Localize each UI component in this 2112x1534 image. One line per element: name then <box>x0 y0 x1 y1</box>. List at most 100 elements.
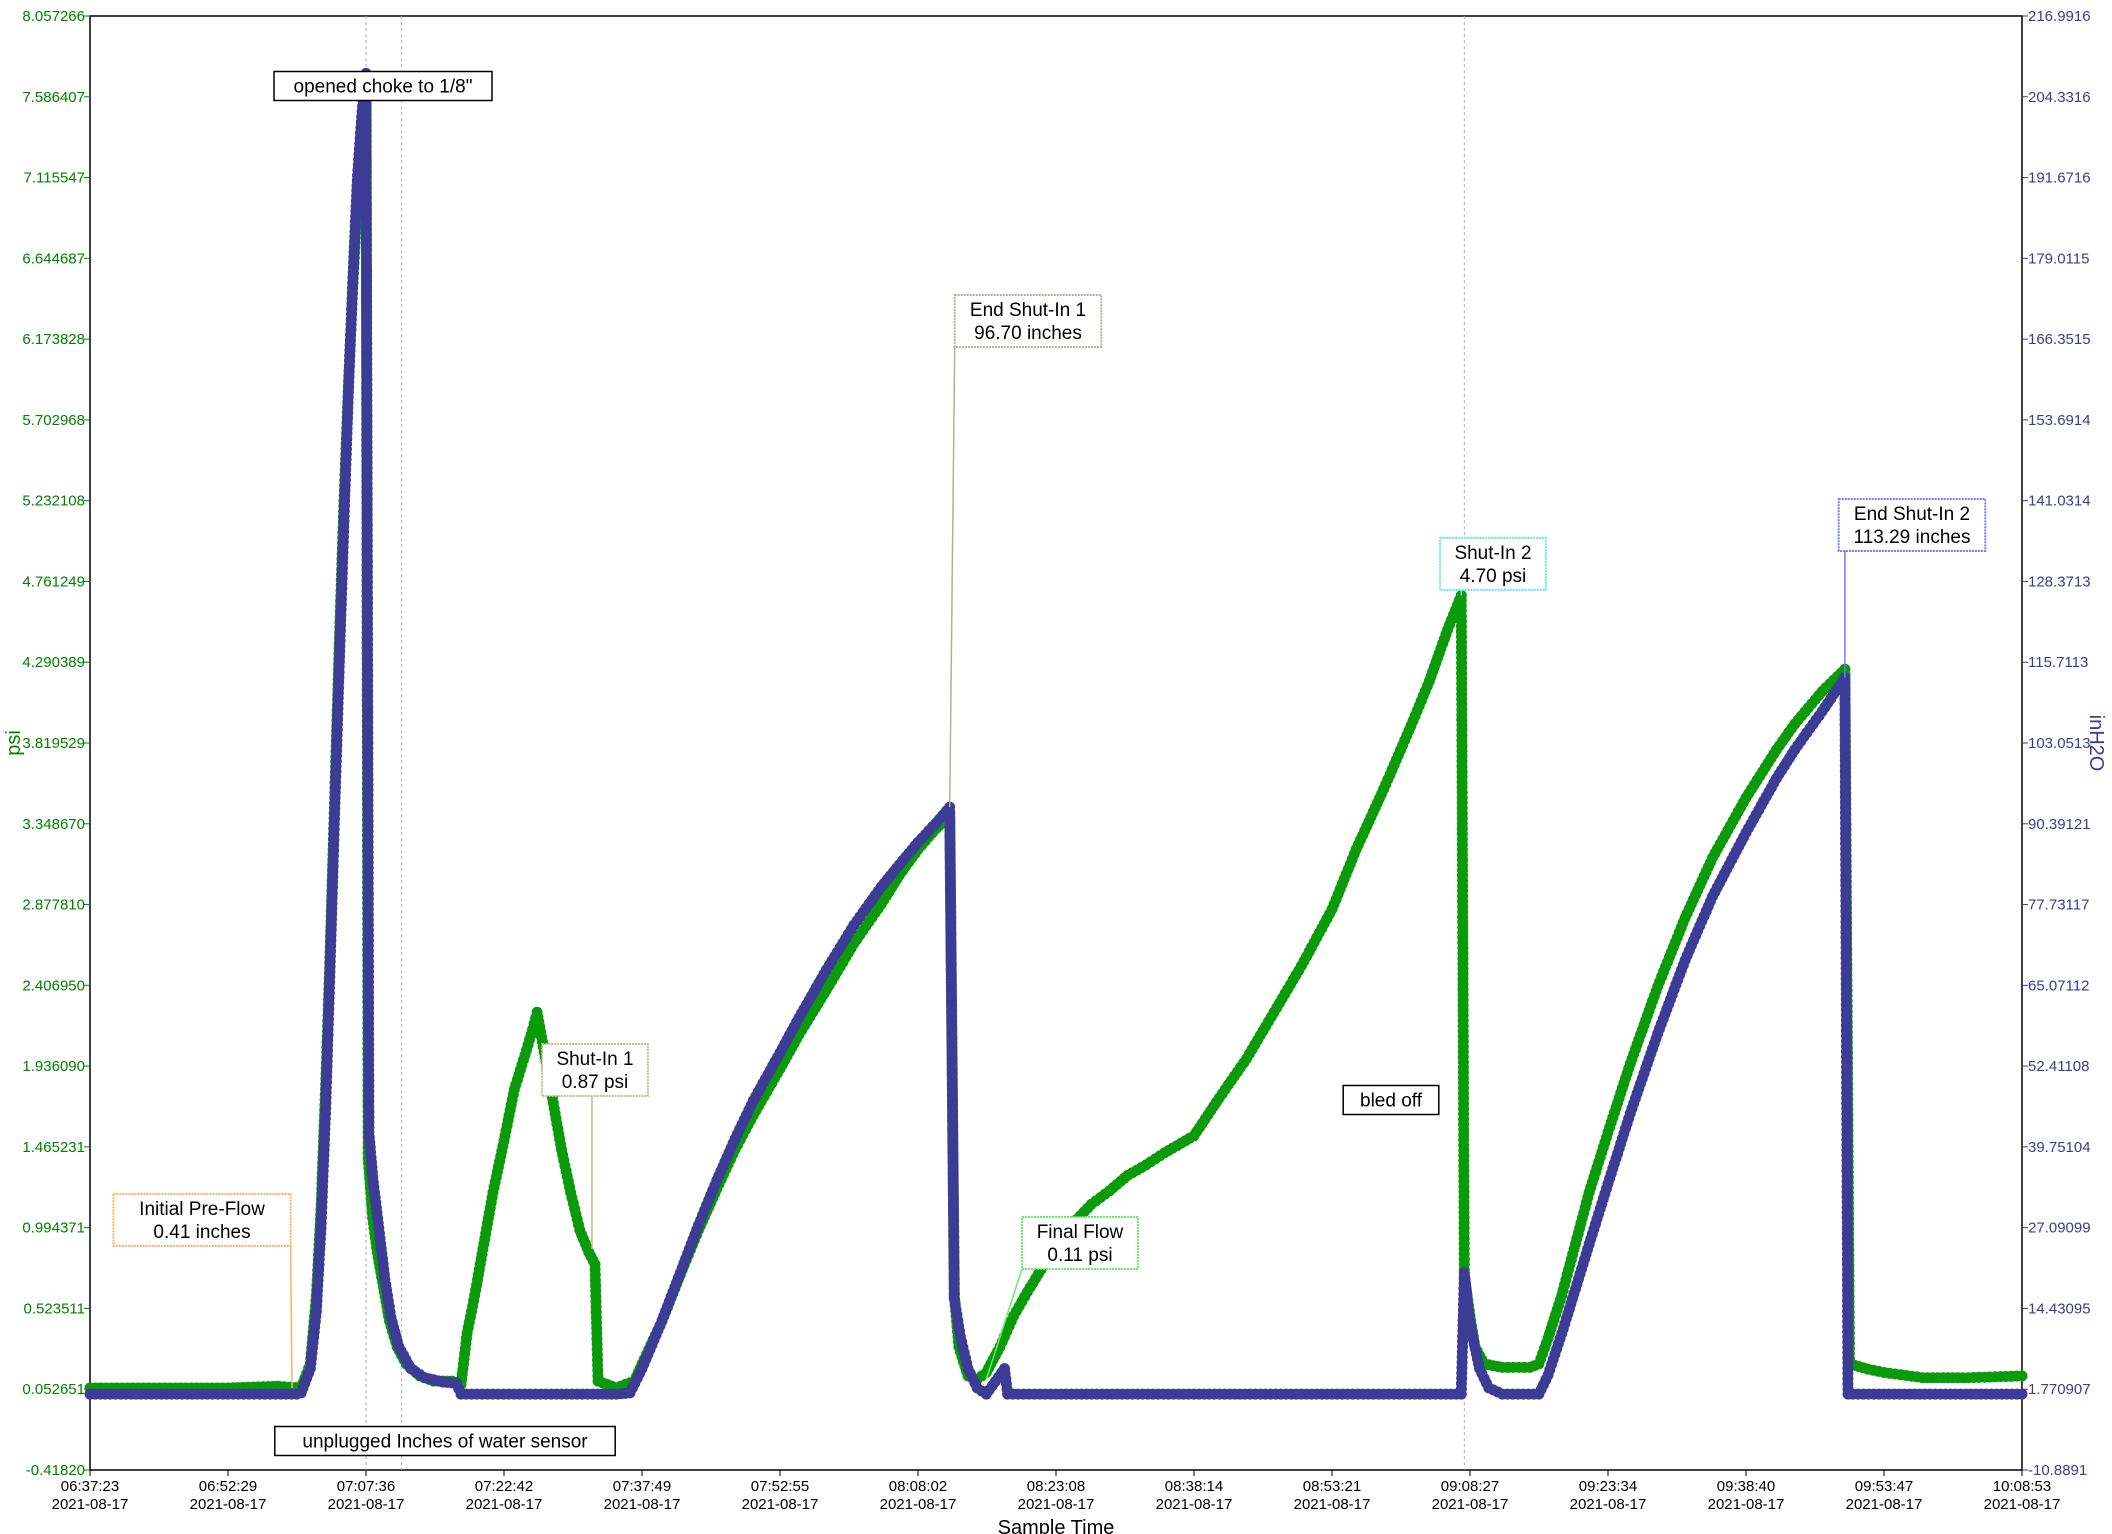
x-tick-time-label: 07:07:36 <box>337 1478 395 1495</box>
y-left-tick-label: 2.877810 <box>22 897 85 914</box>
y-right-tick-label: 179.0115 <box>2028 250 2089 267</box>
annotation-box <box>273 70 493 102</box>
x-tick-time-label: 07:37:49 <box>613 1478 671 1495</box>
annotation-text: 96.70 inches <box>974 323 1082 344</box>
x-tick-date-label: 2021-08-17 <box>1570 1496 1647 1513</box>
y-axis-left-title: psi <box>3 730 25 756</box>
y-left-tick-label: 0.994371 <box>22 1220 85 1237</box>
y-right-tick-label: 128.3713 <box>2028 573 2091 590</box>
annotation-leader-line <box>985 1268 1023 1380</box>
annotation-shutin1: Shut-In 10.87 psi <box>541 1043 649 1250</box>
annotation-text: unplugged Inches of water sensor <box>302 1432 588 1453</box>
y-right-tick-label: 103.0513 <box>2028 735 2091 752</box>
x-tick-time-label: 08:38:14 <box>1165 1478 1223 1495</box>
x-tick-time-label: 07:22:42 <box>475 1478 533 1495</box>
annotation-box <box>112 1193 292 1247</box>
annotation-end-shutin1: End Shut-In 196.70 inches <box>948 294 1103 808</box>
annotation-text: 0.87 psi <box>562 1072 629 1093</box>
annotation-box <box>1439 537 1547 591</box>
annotation-text: bled off <box>1360 1091 1423 1112</box>
annotation-opened-choke: opened choke to 1/8" <box>273 70 493 102</box>
y-right-tick-label: 141.0314 <box>2028 493 2091 510</box>
annotation-text: 0.41 inches <box>153 1222 250 1243</box>
y-right-tick-label: 115.7113 <box>2028 654 2088 671</box>
y-left-tick-label: 1.936090 <box>22 1058 85 1075</box>
x-tick-date-label: 2021-08-17 <box>52 1496 129 1513</box>
x-tick-date-label: 2021-08-17 <box>1708 1496 1785 1513</box>
y-right-tick-label: -10.8891 <box>2028 1462 2087 1479</box>
x-tick-date-label: 2021-08-17 <box>328 1496 405 1513</box>
y-left-tick-label: 1.465231 <box>22 1139 85 1156</box>
y-left-tick-label: 4.290389 <box>22 654 85 671</box>
x-tick-time-label: 10:08:53 <box>1993 1478 2051 1495</box>
y-right-tick-label: 27.09099 <box>2028 1220 2091 1237</box>
x-tick-time-label: 09:23:34 <box>1579 1478 1637 1495</box>
x-tick-time-label: 08:08:02 <box>889 1478 947 1495</box>
y-left-tick-label: 7.115547 <box>24 170 85 187</box>
y-left-tick-label: 8.057266 <box>22 8 85 25</box>
y-axis-right-title: inH2O <box>2085 715 2107 772</box>
x-tick-time-label: 09:53:47 <box>1855 1478 1913 1495</box>
y-left-tick-label: 6.173828 <box>22 331 85 348</box>
y-left-tick-label: 0.523511 <box>24 1300 85 1317</box>
x-tick-date-label: 2021-08-17 <box>466 1496 543 1513</box>
y-left-tick-label: 6.644687 <box>22 250 85 267</box>
data-point <box>2016 1370 2028 1382</box>
y-right-tick-label: 204.3316 <box>2028 89 2091 106</box>
y-left-tick-label: 5.702968 <box>22 412 85 429</box>
annotation-text: 0.11 psi <box>1047 1245 1112 1266</box>
annotation-text: Shut-In 1 <box>556 1049 633 1070</box>
y-right-tick-label: 1.770907 <box>2028 1381 2091 1398</box>
y-right-tick-label: 90.39121 <box>2028 816 2091 833</box>
annotation-box <box>1021 1216 1139 1270</box>
annotation-box <box>541 1043 649 1097</box>
x-axis-title: Sample Time <box>998 1517 1115 1534</box>
annotation-leader-line <box>289 1245 293 1388</box>
y-right-tick-label: 216.9916 <box>2028 8 2091 25</box>
y-right-tick-label: 39.75104 <box>2028 1139 2091 1156</box>
y-left-tick-label: -0.41820 <box>26 1462 85 1479</box>
annotation-text: 4.70 psi <box>1460 566 1527 587</box>
annotation-leader-line <box>948 346 956 808</box>
y-right-tick-label: 14.43095 <box>2028 1300 2091 1317</box>
annotation-box <box>953 294 1103 348</box>
x-tick-time-label: 09:08:27 <box>1441 1478 1499 1495</box>
y-right-tick-label: 65.07112 <box>2028 977 2089 994</box>
x-tick-time-label: 09:38:40 <box>1717 1478 1775 1495</box>
x-tick-date-label: 2021-08-17 <box>1432 1496 1509 1513</box>
y-left-tick-label: 3.348670 <box>22 816 85 833</box>
y-right-tick-label: 166.3515 <box>2028 331 2091 348</box>
x-tick-date-label: 2021-08-17 <box>190 1496 267 1513</box>
x-tick-date-label: 2021-08-17 <box>880 1496 957 1513</box>
vertical-markers <box>365 16 1465 1470</box>
x-tick-time-label: 08:53:21 <box>1303 1478 1361 1495</box>
annotation-shutin2: Shut-In 24.70 psi <box>1439 537 1547 596</box>
x-tick-date-label: 2021-08-17 <box>1156 1496 1233 1513</box>
y-left-tick-label: 3.819529 <box>22 735 85 752</box>
series-inH2O <box>84 67 2028 1400</box>
x-tick-time-label: 08:23:08 <box>1027 1478 1085 1495</box>
y-left-tick-label: 0.052651 <box>22 1381 85 1398</box>
y-left-tick-label: 7.586407 <box>22 89 85 106</box>
annotation-text: 113.29 inches <box>1854 527 1971 548</box>
y-right-tick-label: 153.6914 <box>2028 412 2091 429</box>
annotation-text: End Shut-In 1 <box>970 300 1086 321</box>
x-tick-time-label: 06:52:29 <box>199 1478 257 1495</box>
y-left-tick-label: 5.232108 <box>22 493 85 510</box>
data-point <box>2016 1388 2028 1400</box>
x-tick-time-label: 07:52:55 <box>751 1478 809 1495</box>
y-left-tick-label: 4.761249 <box>22 573 85 590</box>
annotation-unplugged: unplugged Inches of water sensor <box>274 1425 616 1457</box>
annotation-text: Final Flow <box>1037 1222 1124 1243</box>
x-tick-date-label: 2021-08-17 <box>1846 1496 1923 1513</box>
x-tick-date-label: 2021-08-17 <box>1018 1496 1095 1513</box>
axes: 8.057266 7.586407 7.115547 6.644687 6.173828… <box>22 8 2090 1513</box>
annotation-box <box>1837 498 1987 552</box>
annotation-text: End Shut-In 2 <box>1854 504 1970 525</box>
x-tick-date-label: 2021-08-17 <box>1984 1496 2061 1513</box>
annotation-text: Initial Pre-Flow <box>139 1199 265 1220</box>
